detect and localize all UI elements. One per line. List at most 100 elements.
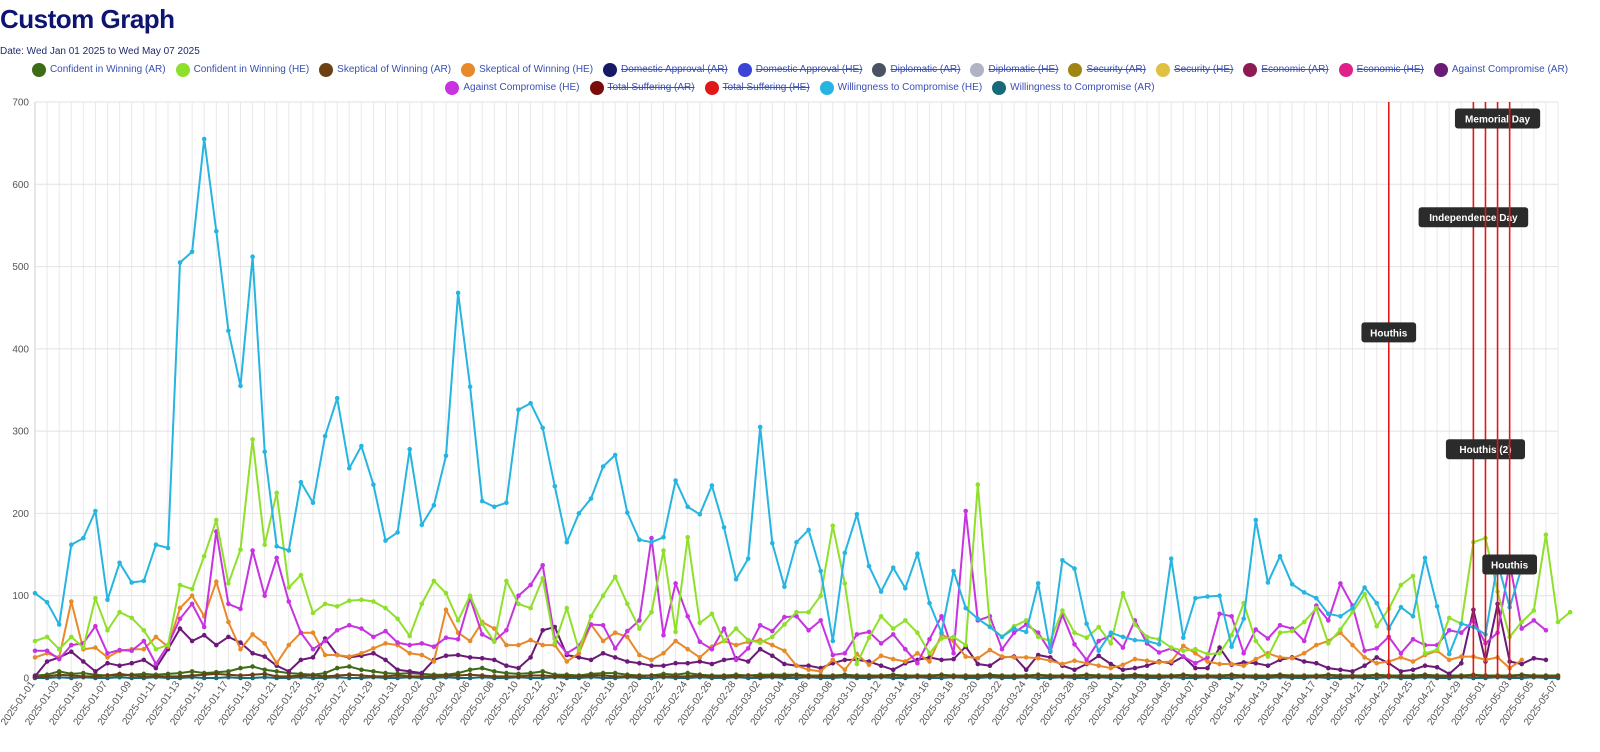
data-point[interactable] <box>697 639 703 645</box>
data-point[interactable] <box>226 328 231 334</box>
data-point[interactable] <box>963 674 968 679</box>
data-point[interactable] <box>685 660 690 666</box>
data-point[interactable] <box>262 542 268 547</box>
data-point[interactable] <box>141 578 147 584</box>
data-point[interactable] <box>1362 591 1367 597</box>
data-point[interactable] <box>93 669 98 674</box>
data-point[interactable] <box>347 598 352 603</box>
data-point[interactable] <box>1531 656 1537 661</box>
data-point[interactable] <box>890 667 896 673</box>
data-point[interactable] <box>1132 656 1138 662</box>
data-point[interactable] <box>1543 532 1549 538</box>
data-point[interactable] <box>1205 655 1210 660</box>
legend-item[interactable]: Against Compromise (AR) <box>1433 62 1568 77</box>
data-point[interactable] <box>673 629 678 635</box>
data-point[interactable] <box>612 674 618 679</box>
data-point[interactable] <box>1446 628 1452 633</box>
data-point[interactable] <box>56 646 62 652</box>
data-point[interactable] <box>1265 654 1271 659</box>
data-point[interactable] <box>625 674 630 679</box>
data-point[interactable] <box>927 659 932 664</box>
data-point[interactable] <box>492 669 497 674</box>
data-point[interactable] <box>673 674 678 679</box>
data-point[interactable] <box>770 642 775 648</box>
data-point[interactable] <box>782 584 787 589</box>
data-point[interactable] <box>903 618 908 623</box>
data-point[interactable] <box>1374 646 1379 651</box>
data-point[interactable] <box>600 651 606 656</box>
data-point[interactable] <box>540 669 545 674</box>
data-point[interactable] <box>1035 634 1041 640</box>
data-point[interactable] <box>1072 566 1077 571</box>
data-point[interactable] <box>1289 628 1295 634</box>
data-point[interactable] <box>830 652 836 658</box>
data-point[interactable] <box>528 637 533 643</box>
data-point[interactable] <box>612 646 618 651</box>
data-point[interactable] <box>286 674 292 679</box>
data-point[interactable] <box>1096 648 1101 654</box>
data-point[interactable] <box>915 551 920 556</box>
data-point[interactable] <box>467 384 473 390</box>
data-point[interactable] <box>1229 673 1234 678</box>
data-point[interactable] <box>1241 663 1246 668</box>
data-point[interactable] <box>878 674 884 679</box>
data-point[interactable] <box>733 626 739 631</box>
data-point[interactable] <box>818 618 823 623</box>
data-point[interactable] <box>552 484 558 489</box>
data-point[interactable] <box>214 671 219 677</box>
data-point[interactable] <box>1229 644 1234 649</box>
data-point[interactable] <box>697 673 703 678</box>
data-point[interactable] <box>226 601 231 607</box>
data-point[interactable] <box>588 673 594 678</box>
data-point[interactable] <box>878 653 884 659</box>
data-point[interactable] <box>334 652 340 658</box>
data-point[interactable] <box>383 538 388 543</box>
data-point[interactable] <box>1168 674 1174 679</box>
data-point[interactable] <box>1072 667 1077 673</box>
data-point[interactable] <box>1289 674 1295 679</box>
data-point[interactable] <box>1181 635 1186 640</box>
legend-item[interactable]: Willingness to Compromise (AR) <box>992 80 1155 95</box>
data-point[interactable] <box>915 630 920 635</box>
data-point[interactable] <box>226 581 231 586</box>
data-point[interactable] <box>1277 655 1283 660</box>
data-point[interactable] <box>455 618 461 623</box>
data-point[interactable] <box>141 657 147 663</box>
data-point[interactable] <box>383 628 388 634</box>
data-point[interactable] <box>794 673 799 678</box>
data-point[interactable] <box>347 654 352 659</box>
data-point[interactable] <box>56 672 62 677</box>
data-point[interactable] <box>1023 667 1029 673</box>
data-point[interactable] <box>1410 573 1416 579</box>
data-point[interactable] <box>32 655 38 660</box>
data-point[interactable] <box>999 674 1005 679</box>
data-point[interactable] <box>1362 585 1367 590</box>
data-point[interactable] <box>177 582 183 588</box>
data-point[interactable] <box>189 586 195 592</box>
data-point[interactable] <box>395 530 400 535</box>
data-point[interactable] <box>697 659 703 664</box>
data-point[interactable] <box>576 674 582 679</box>
data-point[interactable] <box>177 260 183 265</box>
data-point[interactable] <box>625 628 630 634</box>
data-point[interactable] <box>1326 665 1331 671</box>
data-point[interactable] <box>371 669 376 674</box>
data-point[interactable] <box>733 657 739 663</box>
data-point[interactable] <box>479 656 485 661</box>
data-point[interactable] <box>129 673 134 678</box>
data-point[interactable] <box>1434 647 1440 653</box>
data-point[interactable] <box>467 638 473 644</box>
data-point[interactable] <box>951 674 956 679</box>
data-point[interactable] <box>395 616 400 622</box>
legend-item[interactable]: Skeptical of Winning (AR) <box>319 62 451 77</box>
data-point[interactable] <box>975 656 981 661</box>
data-point[interactable] <box>504 642 509 648</box>
data-point[interactable] <box>250 632 255 637</box>
data-point[interactable] <box>238 547 243 552</box>
data-point[interactable] <box>697 620 703 626</box>
data-point[interactable] <box>431 674 437 679</box>
data-point[interactable] <box>1422 555 1428 561</box>
data-point[interactable] <box>286 669 292 674</box>
data-point[interactable] <box>1108 630 1114 635</box>
data-point[interactable] <box>189 673 195 678</box>
